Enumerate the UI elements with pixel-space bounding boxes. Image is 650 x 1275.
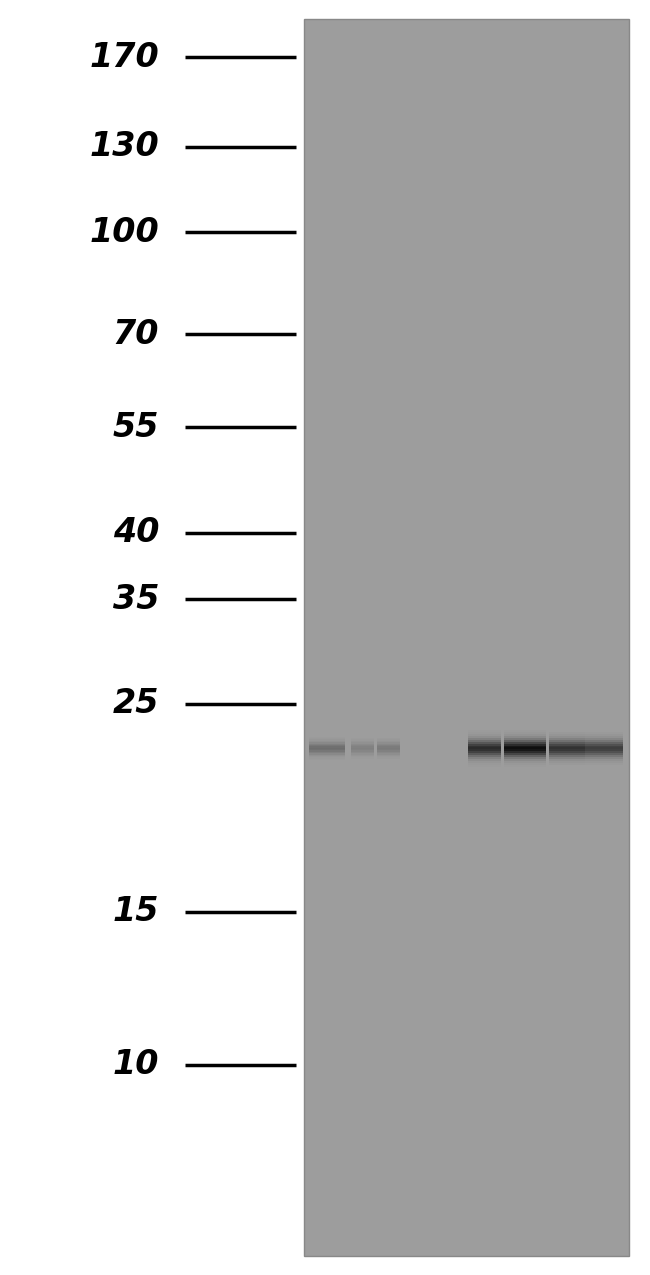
Text: 130: 130 (90, 130, 159, 163)
Bar (304, 19, 629, 1256)
Text: 35: 35 (112, 583, 159, 616)
Text: 10: 10 (112, 1048, 159, 1081)
Text: 15: 15 (112, 895, 159, 928)
Text: 100: 100 (90, 215, 159, 249)
Text: 55: 55 (112, 411, 159, 444)
Text: 170: 170 (90, 41, 159, 74)
Text: 70: 70 (112, 317, 159, 351)
Text: 25: 25 (112, 687, 159, 720)
Text: 40: 40 (112, 516, 159, 550)
